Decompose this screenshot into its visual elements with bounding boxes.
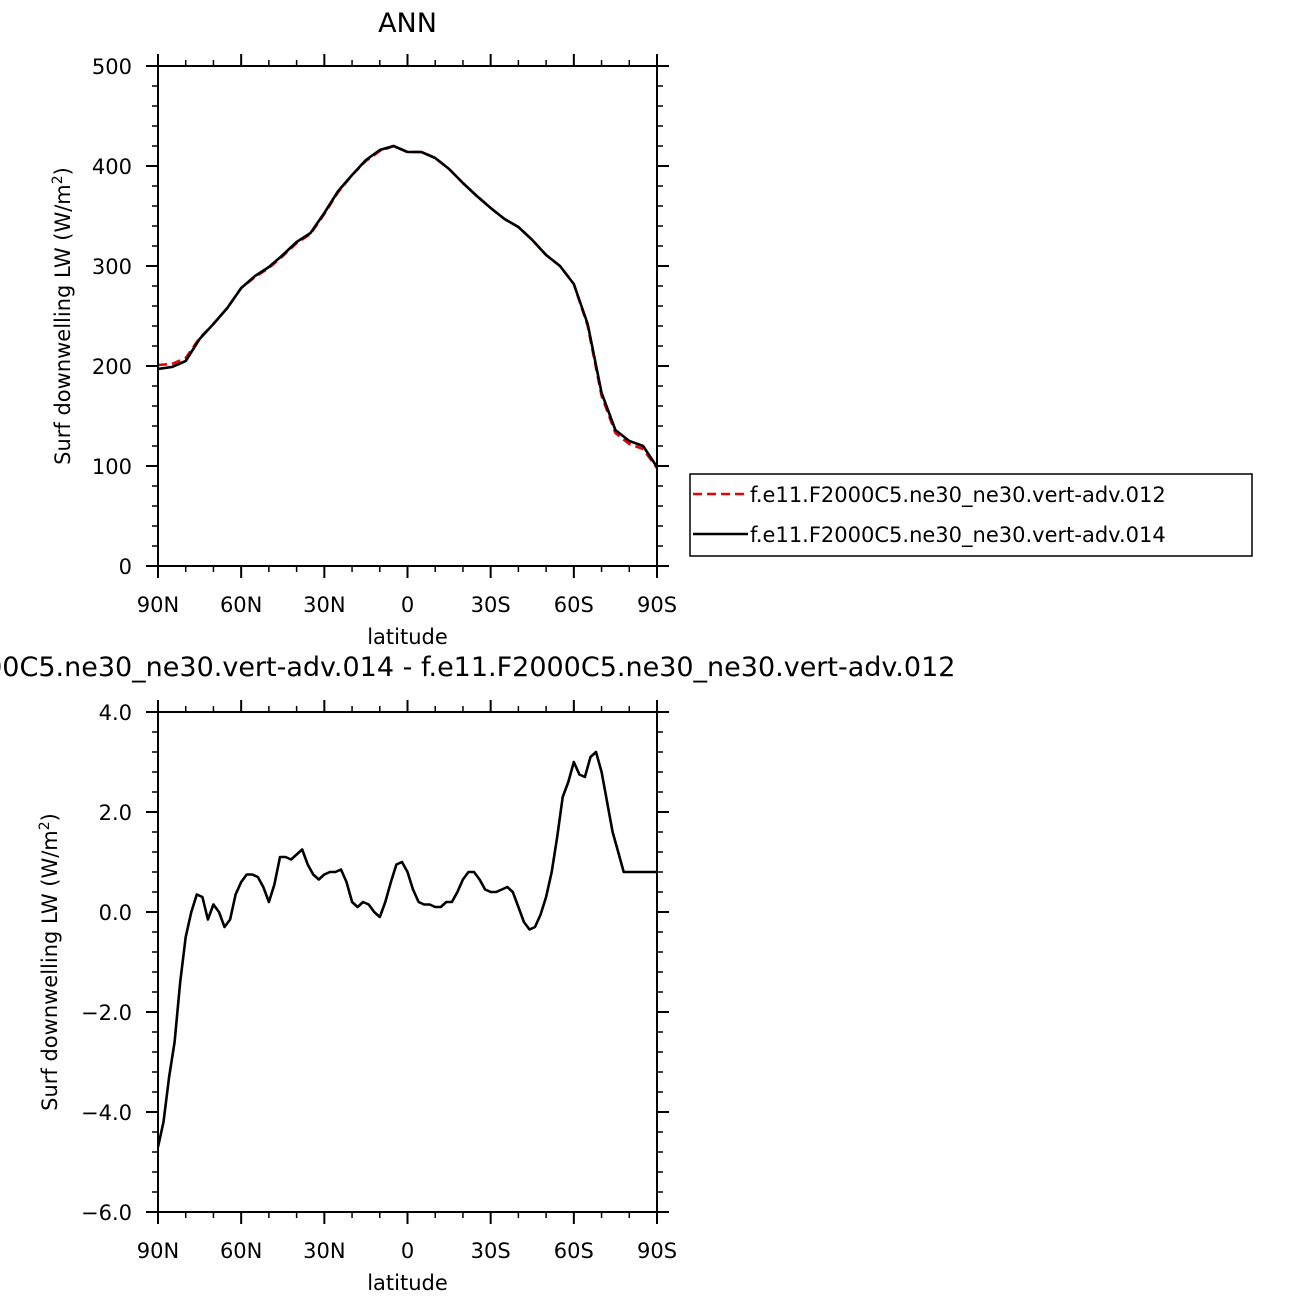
- chart-title: ANN: [378, 8, 437, 39]
- series-line-1: [158, 750, 657, 1148]
- x-tick-label: 90N: [137, 593, 179, 617]
- legend: f.e11.F2000C5.ne30_ne30.vert-adv.012 f.e1…: [689, 473, 1253, 557]
- series-line-2: [158, 144, 657, 468]
- x-tick-label: 90S: [637, 1239, 677, 1263]
- legend-label: f.e11.F2000C5.ne30_ne30.vert-adv.012: [750, 483, 1166, 508]
- x-tick-label: 90N: [137, 1239, 179, 1263]
- plot-frame: [157, 65, 658, 567]
- y-tick-label: 200: [92, 355, 132, 379]
- x-axis-label: latitude: [367, 625, 448, 649]
- y-tick-label: 400: [92, 155, 132, 179]
- x-axis-label: latitude: [367, 1271, 448, 1295]
- x-tick-label: 60N: [220, 593, 262, 617]
- y-tick-label: −2.0: [81, 1001, 132, 1025]
- x-tick-label: 30S: [471, 1239, 511, 1263]
- plot-frame: [157, 711, 658, 1213]
- x-tick-label: 60S: [554, 1239, 594, 1263]
- y-tick-label: 4.0: [99, 701, 132, 725]
- x-tick-label: 90S: [637, 593, 677, 617]
- y-tick-label: −6.0: [81, 1201, 132, 1225]
- y-tick-label: 500: [92, 55, 132, 79]
- chart-panel-1: ANN Surf downwelling LW (W/m2) latitude 0 10…: [50, 8, 1253, 649]
- x-tick-label: 60S: [554, 593, 594, 617]
- x-tick-label: 30N: [303, 1239, 345, 1263]
- y-axis-label: Surf downwelling LW (W/m2): [37, 813, 62, 1111]
- x-tick-label: 30N: [303, 593, 345, 617]
- y-axis-label: Surf downwelling LW (W/m2): [50, 167, 75, 465]
- x-tick-label: 30S: [471, 593, 511, 617]
- chart-panel-2: f.e11.F2000C5.ne30_ne30.vert-adv.014 - f…: [0, 652, 955, 1295]
- x-tick-label: 60N: [220, 1239, 262, 1263]
- y-tick-label: 2.0: [99, 801, 132, 825]
- y-tick-label: 300: [92, 255, 132, 279]
- y-tick-label: −4.0: [81, 1101, 132, 1125]
- y-tick-label: 0: [119, 555, 132, 579]
- x-tick-label: 0: [401, 593, 414, 617]
- y-tick-label: 0.0: [99, 901, 132, 925]
- legend-box: [689, 473, 1253, 557]
- x-tick-label: 0: [401, 1239, 414, 1263]
- chart-title: f.e11.F2000C5.ne30_ne30.vert-adv.014 - f…: [0, 652, 955, 683]
- legend-label: f.e11.F2000C5.ne30_ne30.vert-adv.014: [750, 523, 1166, 548]
- y-tick-label: 100: [92, 455, 132, 479]
